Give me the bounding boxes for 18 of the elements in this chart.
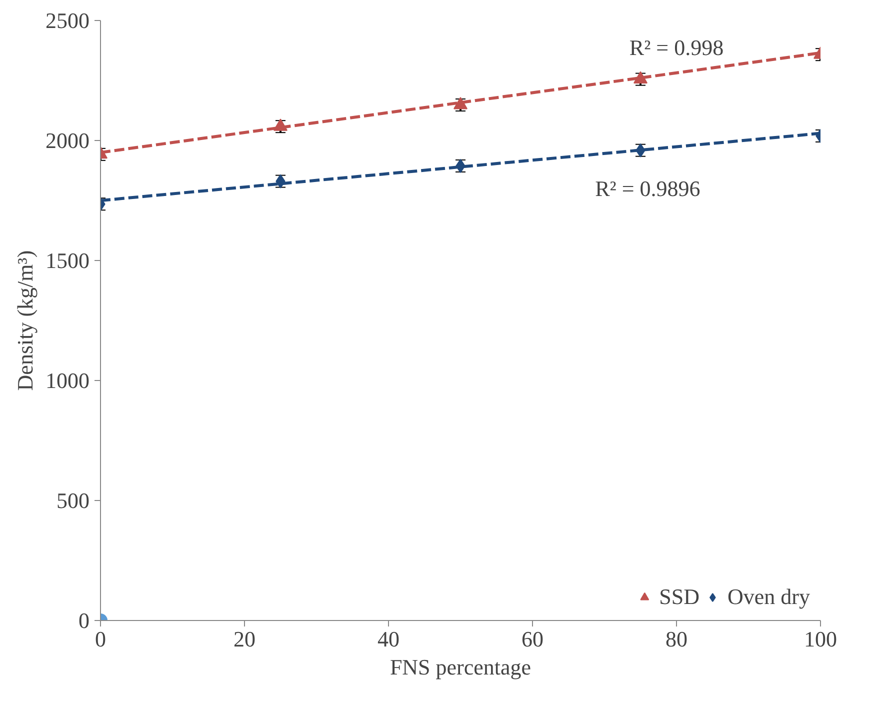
annotation: R² = 0.998 (629, 35, 724, 60)
legend-label: Oven dry (728, 584, 810, 610)
y-tick-label: 500 (56, 488, 90, 513)
x-tick-label: 100 (804, 626, 837, 652)
x-tick-label: 40 (378, 626, 400, 652)
x-tick-label: 60 (522, 626, 544, 652)
legend-label: SSD (659, 584, 700, 610)
y-axis-title: Density (kg/m³) (12, 250, 38, 391)
y-tick-label: 0 (78, 608, 90, 633)
y-tick-label: 2000 (46, 128, 90, 153)
y-tick-label: 1000 (46, 368, 90, 393)
x-tick-label: 20 (234, 626, 256, 652)
y-tick-label: 2500 (46, 8, 90, 33)
x-tick-label: 80 (666, 626, 688, 652)
y-tick-label: 1500 (46, 248, 90, 273)
annotation: R² = 0.9896 (595, 176, 700, 201)
x-axis-title: FNS percentage (390, 654, 532, 680)
x-tick-label: 0 (95, 626, 106, 652)
